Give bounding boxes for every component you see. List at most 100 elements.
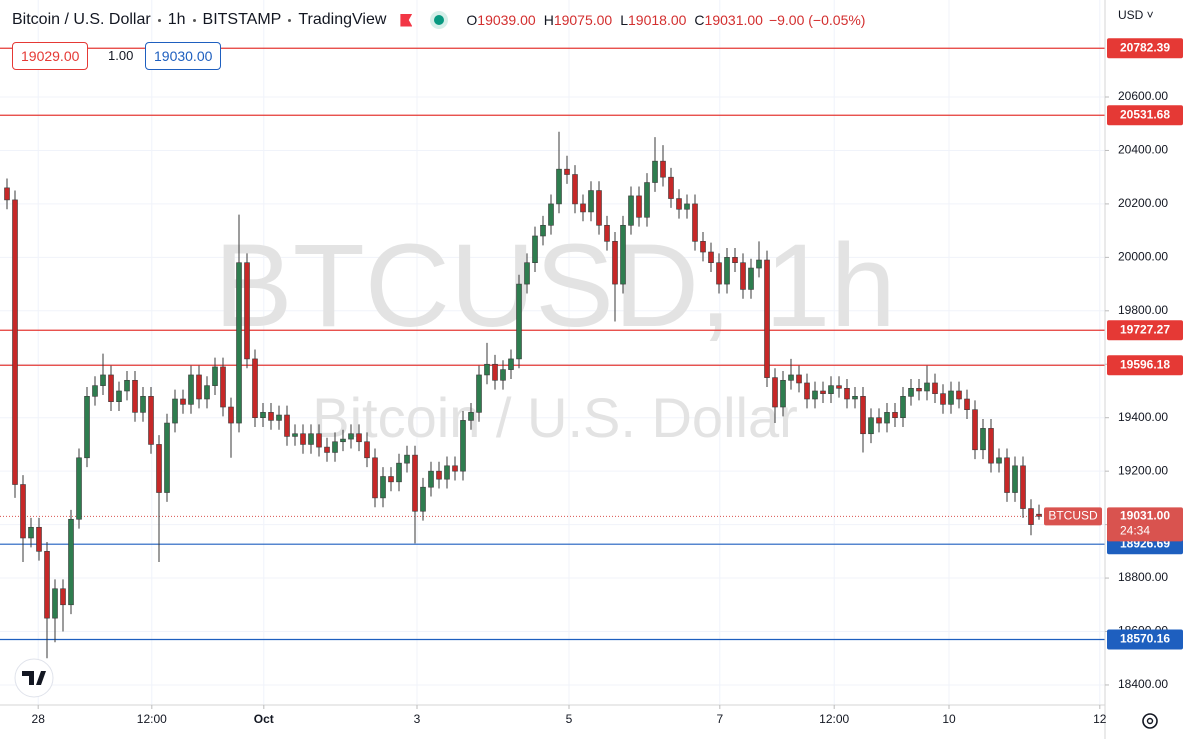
candle-body	[708, 251, 714, 264]
candle-body	[1004, 457, 1010, 493]
candle-body	[804, 382, 810, 400]
candle-body	[764, 259, 770, 378]
candle-body	[644, 182, 650, 218]
candle-body	[204, 385, 210, 400]
interval[interactable]: 1h	[167, 11, 186, 28]
candle-body	[436, 470, 442, 480]
currency[interactable]: USD ˅	[1118, 8, 1154, 22]
y-tick-label: 18400.00	[1118, 677, 1168, 691]
candle-body	[84, 396, 90, 459]
quantity[interactable]: 1.00	[108, 48, 134, 63]
watermark-description: Bitcoin / U.S. Dollar	[312, 386, 798, 449]
candle-body	[996, 457, 1002, 464]
source: TradingView	[298, 11, 387, 28]
candle-body	[356, 433, 362, 443]
candle-body	[972, 409, 978, 451]
watermark-symbol: BTCUSD, 1h	[214, 220, 896, 352]
candle-body	[796, 374, 802, 384]
ohlc-value: 19075.00	[553, 12, 613, 28]
currency-label[interactable]: USD	[1118, 8, 1144, 22]
x-tick-label: 10	[942, 712, 956, 726]
level-label-box	[1107, 320, 1183, 341]
candle-body	[636, 195, 642, 218]
candle-body	[932, 382, 938, 394]
level-label: 20782.39	[1120, 40, 1170, 54]
candle-body	[684, 203, 690, 210]
candle-body	[596, 190, 602, 226]
candle-body	[980, 428, 986, 451]
candle-body	[76, 457, 82, 520]
x-tick-label: 12	[1093, 712, 1107, 726]
candle-body	[324, 446, 330, 453]
candle-body	[380, 476, 386, 499]
y-tick-label: 20400.00	[1118, 143, 1168, 157]
candle-body	[660, 160, 666, 178]
candle-body	[716, 262, 722, 285]
candle-body	[388, 476, 394, 483]
last-price-tag-box	[1044, 507, 1102, 526]
candle-body	[484, 363, 490, 376]
level-label-box	[1107, 105, 1183, 126]
header: Bitcoin / U.S. Dollar 1h BITSTAMP Tradin…	[12, 11, 865, 29]
y-tick-label: 20000.00	[1118, 250, 1168, 264]
level-label-box	[1107, 629, 1183, 650]
candle-body	[420, 486, 426, 512]
candle-body	[884, 412, 890, 424]
candle-body	[612, 241, 618, 285]
level-label: 19727.27	[1120, 322, 1170, 336]
level-label-box	[1107, 38, 1183, 59]
candle-body	[652, 160, 658, 183]
candle-body	[236, 262, 242, 424]
sell-button[interactable]: 19029.00	[12, 42, 89, 70]
x-tick-label: Oct	[254, 712, 274, 726]
candle-body	[476, 374, 482, 413]
candle-body	[364, 441, 370, 459]
exchange: BITSTAMP	[202, 11, 282, 28]
candle-body	[620, 224, 626, 285]
candle-body	[196, 374, 202, 400]
candle-body	[316, 433, 322, 448]
candle-body	[724, 257, 730, 285]
level-label: 20531.68	[1120, 107, 1170, 121]
buy-button[interactable]: 19030.00	[145, 42, 222, 70]
candle-body	[692, 203, 698, 242]
candle-body	[156, 444, 162, 493]
candle-body	[772, 377, 778, 408]
settings-icon	[1142, 713, 1158, 729]
status-dot	[434, 15, 445, 25]
y-tick-label: 20200.00	[1118, 196, 1168, 210]
candle-body	[220, 366, 226, 408]
candle-body	[956, 390, 962, 400]
candle-body	[172, 398, 178, 424]
candle-body	[868, 417, 874, 435]
candle-body	[292, 433, 298, 437]
candle-body	[340, 438, 346, 443]
candle-body	[44, 551, 50, 619]
candle-body	[780, 379, 786, 408]
candle-body	[1012, 465, 1018, 493]
candle-body	[260, 412, 266, 419]
candle-body	[372, 457, 378, 499]
candle-body	[124, 379, 130, 392]
candle-body	[892, 412, 898, 419]
candle-body	[916, 388, 922, 392]
candle-body	[860, 396, 866, 435]
candle-body	[828, 385, 834, 394]
candle-body	[164, 422, 170, 493]
candle-body	[188, 374, 194, 405]
candle-body	[876, 417, 882, 424]
candle-body	[948, 390, 954, 405]
flag-icon[interactable]	[400, 13, 413, 27]
level-label: 18570.16	[1120, 632, 1170, 646]
settings-icon-core	[1146, 717, 1154, 725]
candle-body	[52, 588, 58, 619]
candle-body	[924, 382, 930, 392]
x-tick-label: 12:00	[137, 712, 167, 726]
candle-body	[412, 454, 418, 512]
candle-body	[300, 433, 306, 445]
candle-body	[820, 390, 826, 394]
y-tick-label: 18800.00	[1118, 570, 1168, 584]
last-price-label: 19031.00	[1120, 508, 1170, 522]
candle-body	[572, 174, 578, 205]
